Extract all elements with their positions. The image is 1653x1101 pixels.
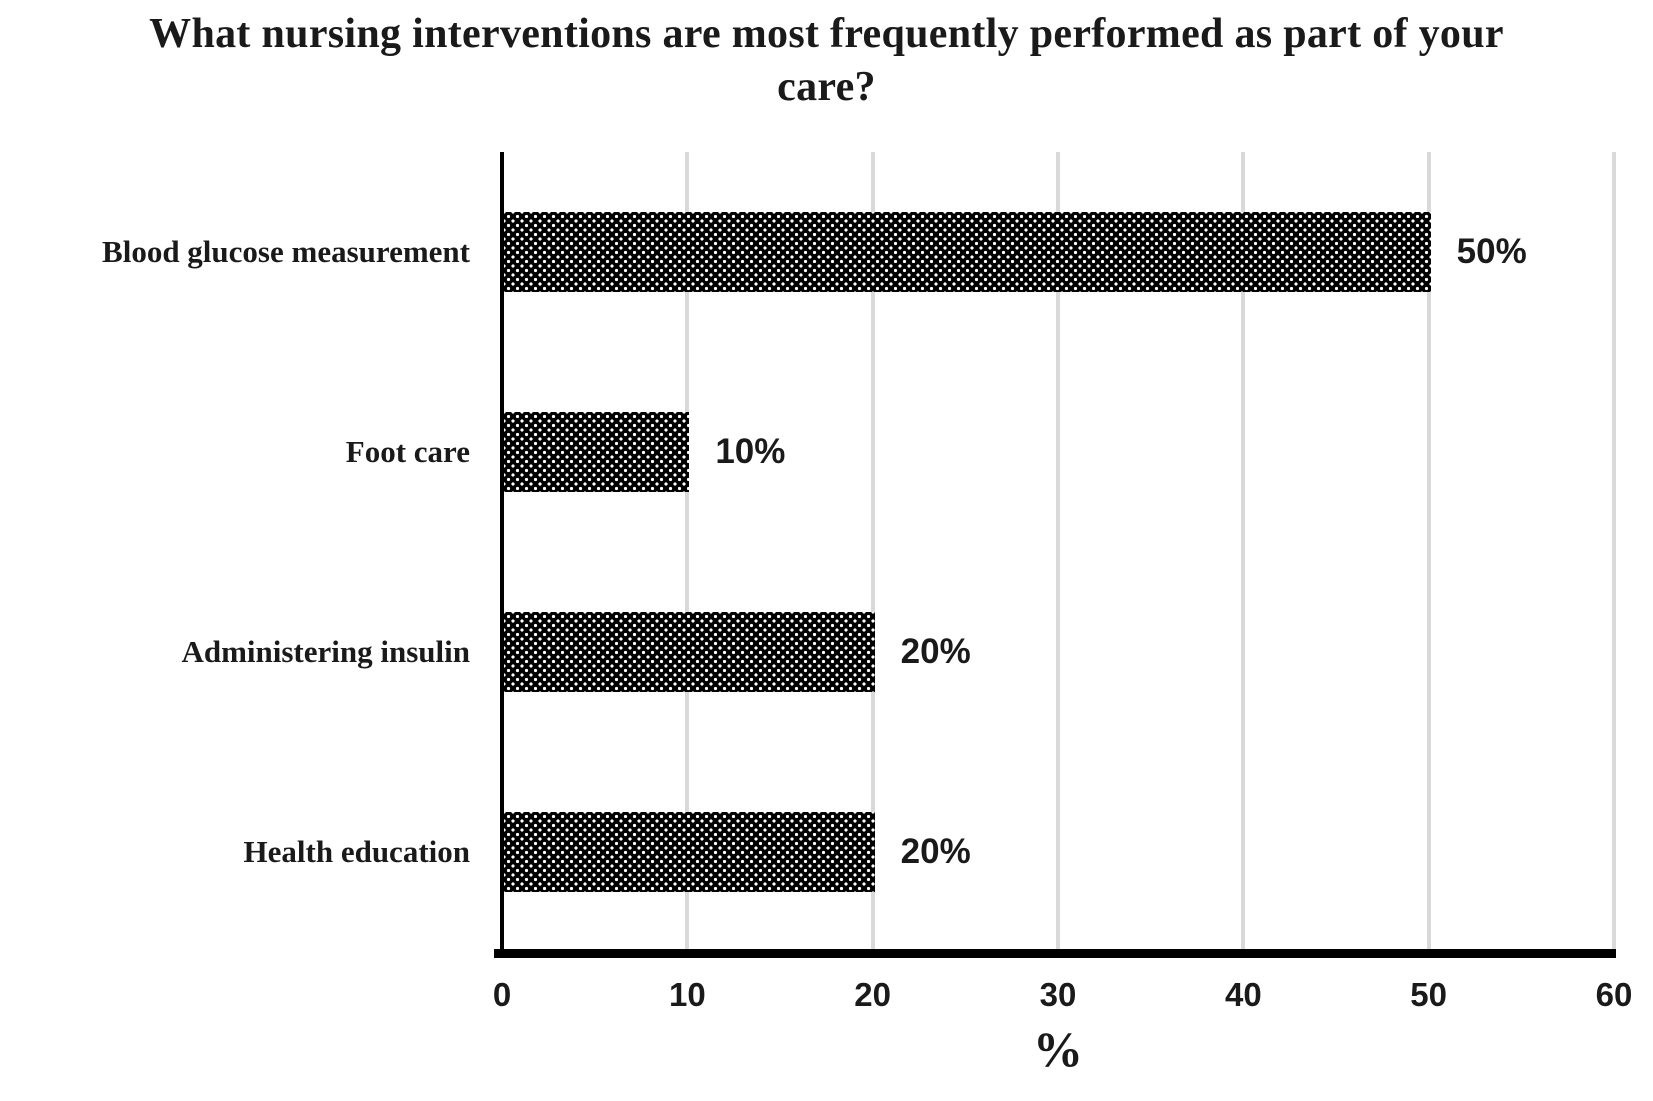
y-axis-line <box>500 152 504 954</box>
bar-foot-care <box>504 412 690 492</box>
gridline-60 <box>1612 152 1616 952</box>
x-axis-title: % <box>1033 1021 1083 1077</box>
category-label: Blood glucose measurement <box>102 233 470 269</box>
bar-value-label: 10% <box>715 432 786 471</box>
category-axis-labels: Blood glucose measurement Foot care Admi… <box>0 152 470 952</box>
gridline-10 <box>685 152 690 952</box>
gridline-30 <box>1056 152 1060 952</box>
bar-administering-insulin <box>504 612 875 692</box>
bar-row: 20% <box>502 752 1614 952</box>
bar-row: 50% <box>502 152 1614 352</box>
gridline-50 <box>1426 152 1431 952</box>
x-tick-label: 20 <box>854 976 892 1013</box>
x-tick-label: 10 <box>668 976 706 1013</box>
bar-row: 10% <box>502 352 1614 552</box>
x-tick-label: 0 <box>492 976 512 1013</box>
x-tick-label: 60 <box>1595 976 1633 1013</box>
x-tick-label: 40 <box>1224 976 1262 1013</box>
gridline-20 <box>870 152 875 952</box>
category-label: Health education <box>243 833 470 869</box>
bar-value-label: 20% <box>900 832 971 871</box>
x-tick-label: 30 <box>1039 976 1077 1013</box>
bar-value-label: 20% <box>900 632 971 671</box>
bar-health-education <box>504 812 875 892</box>
gridline-40 <box>1241 152 1246 952</box>
x-tick-label: 50 <box>1410 976 1448 1013</box>
chart-title: What nursing interventions are most freq… <box>149 11 1504 110</box>
bar-value-label: 50% <box>1456 232 1527 271</box>
x-axis-line <box>494 949 1616 958</box>
bar-row: 20% <box>502 552 1614 752</box>
plot-area: 50% 10% 20% 20% <box>494 152 1616 958</box>
category-label: Administering insulin <box>181 633 470 669</box>
bar-blood-glucose-measurement <box>504 212 1431 292</box>
category-label: Foot care <box>345 433 470 469</box>
x-axis-ticks: 0 10 20 30 40 50 60 <box>493 976 1633 1022</box>
